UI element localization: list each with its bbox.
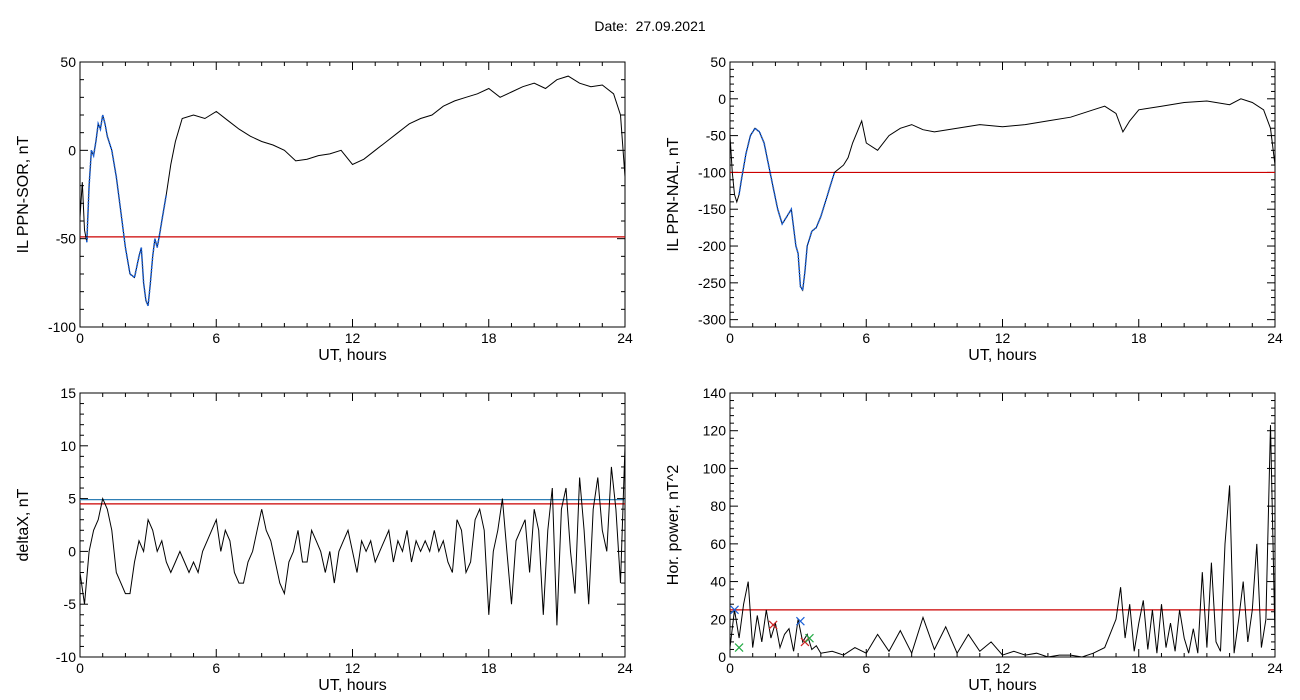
cross-marker-stroke xyxy=(768,620,778,630)
x-axis-label: UT, hours xyxy=(318,347,386,364)
y-tick-label: 60 xyxy=(710,536,726,552)
cross-marker-stroke xyxy=(805,633,814,643)
y-tick-label: 10 xyxy=(60,438,76,454)
y-tick-label: 5 xyxy=(68,491,76,507)
x-tick-label: 12 xyxy=(345,330,361,346)
y-tick-label: 0 xyxy=(68,543,76,559)
cross-marker-stroke xyxy=(730,605,739,615)
x-tick-label: 6 xyxy=(862,660,870,676)
y-tick-label: 50 xyxy=(60,54,76,70)
x-tick-label: 12 xyxy=(995,660,1011,676)
plot-frame xyxy=(729,392,1276,658)
x-tick-label: 18 xyxy=(481,660,497,676)
cross-marker-stroke xyxy=(795,616,805,626)
plot-frame xyxy=(79,61,626,328)
y-tick-label: 20 xyxy=(710,611,726,627)
series-line xyxy=(80,75,625,306)
y-tick-label: 0 xyxy=(68,142,76,158)
panel-il-ppn-sor: 0 6 12 18 24 -100 -50 0 50 UT, hours IL PPN-SOR, n… xyxy=(15,54,633,364)
y-tick-label: 0 xyxy=(718,649,726,665)
panel-hor-power: 0 6 12 18 24 0 20 40 60 80 100 120 140 UT, hours Hor. … xyxy=(665,385,1283,694)
y-tick-label: 140 xyxy=(703,385,727,401)
x-tick-label: 24 xyxy=(1267,330,1283,346)
cross-marker xyxy=(795,616,805,626)
series-line xyxy=(730,425,1275,657)
x-tick-label: 0 xyxy=(76,660,84,676)
y-tick-label: 120 xyxy=(703,423,727,439)
y-tick-label: 80 xyxy=(710,498,726,514)
y-tick-label: -5 xyxy=(64,596,77,612)
cross-marker xyxy=(734,643,744,652)
highlight-segment xyxy=(738,127,836,293)
cross-marker-stroke xyxy=(734,643,744,652)
x-tick-label: 0 xyxy=(76,330,84,346)
x-tick-label: 24 xyxy=(1267,660,1283,676)
cross-marker xyxy=(805,633,814,643)
cross-marker xyxy=(730,605,739,615)
y-tick-label: -200 xyxy=(698,238,726,254)
series-line xyxy=(730,98,1275,292)
y-tick-label: -100 xyxy=(698,164,726,180)
y-tick-label: 50 xyxy=(710,54,726,70)
x-tick-label: 24 xyxy=(617,330,633,346)
series-line xyxy=(80,445,625,626)
y-tick-label: -300 xyxy=(698,312,726,328)
y-axis-label: IL PPN-SOR, nT xyxy=(15,135,32,253)
y-tick-label: 0 xyxy=(718,91,726,107)
x-axis-label: UT, hours xyxy=(968,677,1036,694)
highlight-segment xyxy=(86,114,168,307)
y-tick-label: 15 xyxy=(60,385,76,401)
page-title: Date: 27.09.2021 xyxy=(594,18,706,34)
x-tick-label: 0 xyxy=(726,660,734,676)
x-tick-label: 0 xyxy=(726,330,734,346)
y-tick-label: -50 xyxy=(56,231,76,247)
y-tick-label: -150 xyxy=(698,201,726,217)
x-tick-label: 24 xyxy=(617,660,633,676)
cross-marker xyxy=(768,620,778,630)
y-tick-label: -250 xyxy=(698,275,726,291)
x-tick-label: 18 xyxy=(1131,660,1147,676)
x-tick-label: 18 xyxy=(481,330,497,346)
x-axis-label: UT, hours xyxy=(968,347,1036,364)
y-tick-label: 40 xyxy=(710,574,726,590)
x-tick-label: 6 xyxy=(862,330,870,346)
plot-frame xyxy=(79,392,626,658)
panel-deltax: 0 6 12 18 24 -10 -5 0 5 10 15 UT, hours deltaX, nT xyxy=(15,385,633,694)
y-axis-label: IL PPN-NAL, nT xyxy=(665,137,682,251)
y-tick-label: -100 xyxy=(48,319,76,335)
panel-il-ppn-nal: 0 6 12 18 24 -300 -250 -200 -150 -100 -50 0 50 UT, ho… xyxy=(665,54,1283,364)
x-tick-label: 12 xyxy=(995,330,1011,346)
x-tick-label: 18 xyxy=(1131,330,1147,346)
x-tick-label: 6 xyxy=(212,660,220,676)
y-tick-label: -50 xyxy=(706,128,726,144)
x-tick-label: 12 xyxy=(345,660,361,676)
y-tick-label: 100 xyxy=(703,460,727,476)
y-axis-label: Hor. power, nT^2 xyxy=(665,465,682,586)
y-axis-label: deltaX, nT xyxy=(15,488,32,561)
x-axis-label: UT, hours xyxy=(318,677,386,694)
x-tick-label: 6 xyxy=(212,330,220,346)
y-tick-label: -10 xyxy=(56,649,76,665)
